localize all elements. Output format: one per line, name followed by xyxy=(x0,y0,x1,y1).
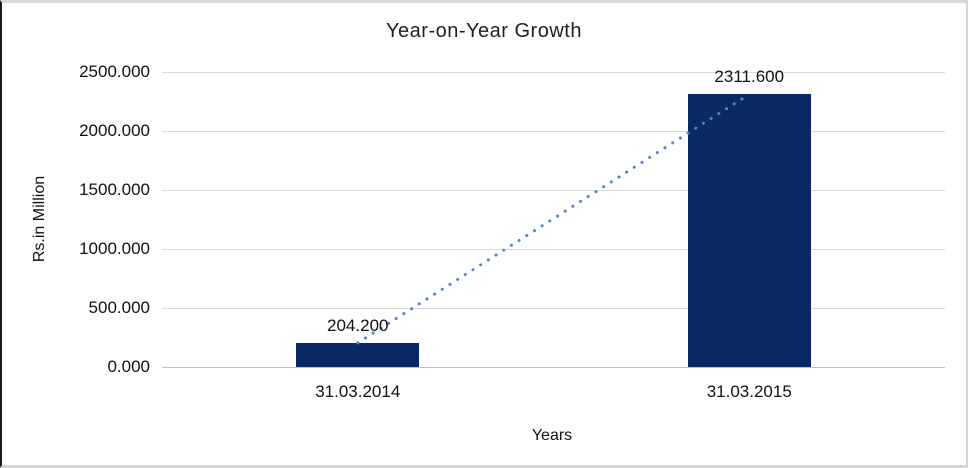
gridline xyxy=(162,131,945,132)
y-tick-label: 500.000 xyxy=(88,298,150,317)
y-tick-label: 1000.000 xyxy=(79,239,150,258)
gridline xyxy=(162,190,945,191)
plot-area: 0.000 500.000 1000.000 1500.000 2000.000 2500… xyxy=(79,62,945,401)
gridline xyxy=(162,308,945,309)
chart-title: Year-on-Year Growth xyxy=(386,20,582,42)
trendline-path xyxy=(356,92,751,345)
y-tick-label: 1500.000 xyxy=(79,180,150,199)
gridline xyxy=(162,249,945,250)
x-tick-label: 31.03.2015 xyxy=(706,382,792,401)
bar xyxy=(687,94,811,367)
y-tick-label: 2500.000 xyxy=(79,62,150,81)
bar xyxy=(296,342,420,367)
x-axis-title: Years xyxy=(531,427,573,444)
bar-value-label: 2311.600 xyxy=(714,67,785,87)
x-tick-label: 31.03.2014 xyxy=(315,382,401,401)
bar-value-label: 204.200 xyxy=(327,315,389,335)
y-tick-label: 0.000 xyxy=(107,357,150,376)
trendline xyxy=(356,92,751,345)
y-tick-label: 2000.000 xyxy=(79,121,150,140)
gridline xyxy=(162,72,945,73)
